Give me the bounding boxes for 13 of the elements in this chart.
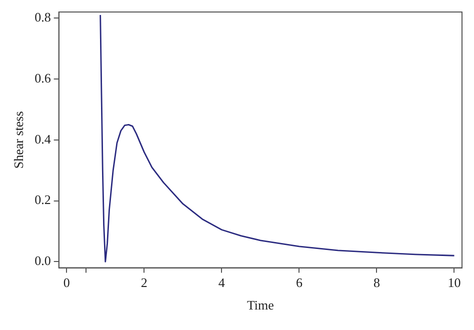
x-tick-label: 8	[373, 275, 380, 290]
y-tick-label: 0.0	[34, 253, 51, 268]
x-tick-label: 10	[448, 275, 461, 290]
y-tick-label: 0.6	[34, 70, 52, 86]
x-tick-label: 4	[218, 275, 226, 290]
y-tick-label: 0.8	[34, 10, 51, 25]
x-tick-label: 2	[140, 275, 148, 290]
y-tick-label: 0.4	[34, 131, 52, 146]
y-tick-label: 0.2	[34, 192, 51, 208]
x-axis-title: Time	[246, 298, 274, 313]
y-axis-title: Shear stess	[11, 111, 26, 169]
x-tick-label: 6	[296, 275, 303, 290]
x-tick-label: 0	[63, 275, 70, 290]
